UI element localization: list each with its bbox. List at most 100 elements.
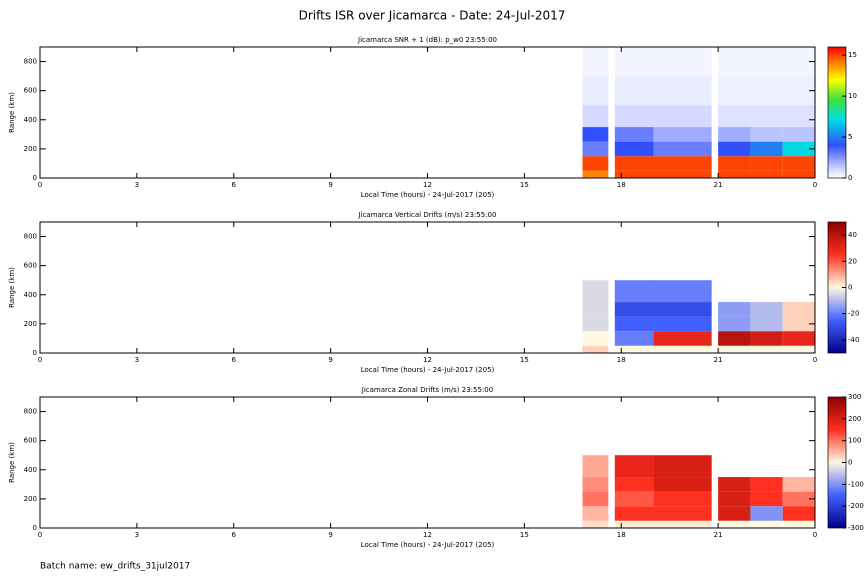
- heatmap-cell: [782, 156, 815, 171]
- figure-title: Drifts ISR over Jicamarca - Date: 24-Jul…: [299, 9, 566, 23]
- x-tick-label: 0: [38, 356, 42, 364]
- x-axis-label: Local Time (hours) - 24-Jul-2017 (205): [361, 541, 495, 549]
- x-tick-label: 15: [520, 531, 529, 539]
- y-tick-label: 400: [24, 116, 37, 124]
- heatmap-cell: [750, 506, 783, 521]
- x-tick-label: 9: [328, 181, 332, 189]
- heatmap-cell: [653, 127, 712, 142]
- heatmap-cell: [653, 331, 712, 346]
- heatmap-cell: [582, 280, 609, 303]
- x-tick-label: 21: [714, 181, 723, 189]
- x-tick-label: 0: [813, 531, 817, 539]
- heatmap-cell: [750, 105, 783, 128]
- heatmap-cell: [582, 302, 609, 317]
- panel-title: Jicamarca SNR + 1 (dB): p_w0 23:55:00: [357, 36, 497, 44]
- heatmap-cell: [653, 345, 712, 353]
- heatmap-cell: [614, 280, 654, 303]
- heatmap-cell: [750, 316, 783, 332]
- heatmap-cell: [718, 47, 751, 77]
- x-tick-label: 9: [328, 531, 332, 539]
- x-axis-label: Local Time (hours) - 24-Jul-2017 (205): [361, 191, 495, 199]
- x-tick-label: 0: [813, 356, 817, 364]
- heatmap-cell: [653, 477, 712, 492]
- y-tick-label: 200: [24, 320, 37, 328]
- y-tick-label: 800: [24, 58, 37, 66]
- heatmap-cell: [782, 316, 815, 332]
- heatmap-cell: [653, 105, 712, 128]
- heatmap-cell: [614, 455, 654, 478]
- heatmap-cell: [750, 76, 783, 106]
- colorbar-tick-label: 40: [848, 231, 857, 239]
- heatmap-cell: [718, 520, 751, 528]
- y-tick-label: 400: [24, 291, 37, 299]
- x-tick-label: 18: [617, 356, 626, 364]
- colorbar-tick-label: 0: [848, 174, 852, 182]
- x-tick-label: 6: [232, 531, 237, 539]
- heatmap-cell: [582, 477, 609, 492]
- heatmap-cell: [614, 302, 654, 317]
- heatmap-cell: [782, 302, 815, 317]
- heatmap-cell: [718, 331, 751, 346]
- colorbar-tick-label: -20: [848, 310, 859, 318]
- heatmap-cell: [614, 345, 654, 353]
- heatmap-cell: [582, 105, 609, 128]
- x-tick-label: 12: [423, 531, 432, 539]
- x-tick-label: 0: [38, 181, 42, 189]
- heatmap-cell: [582, 331, 609, 346]
- heatmap-cell: [782, 105, 815, 128]
- x-tick-label: 21: [714, 531, 723, 539]
- x-tick-label: 18: [617, 181, 626, 189]
- heatmap-cell: [750, 156, 783, 171]
- panel-title: Jicamarca Zonal Drifts (m/s) 23:55:00: [361, 386, 493, 394]
- y-tick-label: 0: [33, 174, 37, 182]
- heatmap-cell: [653, 491, 712, 507]
- heatmap-cell: [718, 156, 751, 171]
- heatmap-cell: [582, 127, 609, 142]
- heatmap-cell: [614, 156, 654, 171]
- y-tick-label: 600: [24, 262, 37, 270]
- heatmap-cell: [750, 477, 783, 492]
- heatmap-cell: [653, 76, 712, 106]
- heatmap-cell: [582, 156, 609, 171]
- heatmap-cell: [582, 506, 609, 521]
- heatmap-cell: [653, 156, 712, 171]
- heatmap-cell: [750, 47, 783, 77]
- x-tick-label: 21: [714, 356, 723, 364]
- heatmap-cell: [718, 170, 751, 178]
- heatmap-cell: [782, 127, 815, 142]
- y-axis-label: Range (km): [8, 92, 16, 133]
- heatmap-cell: [614, 506, 654, 521]
- heatmap-cell: [718, 316, 751, 332]
- colorbar: [827, 46, 847, 179]
- heatmap-cell: [718, 302, 751, 317]
- heatmap-cell: [582, 455, 609, 478]
- colorbar-tick-label: -200: [848, 502, 864, 510]
- heatmap-cell: [782, 141, 815, 157]
- x-tick-label: 0: [813, 181, 817, 189]
- x-tick-label: 3: [135, 356, 139, 364]
- heatmap-cell: [614, 331, 654, 346]
- heatmap-cell: [614, 105, 654, 128]
- y-tick-label: 200: [24, 145, 37, 153]
- heatmap-cell: [718, 477, 751, 492]
- colorbar-tick-label: 15: [848, 51, 857, 59]
- heatmap-cell: [614, 520, 654, 528]
- heatmap-cell: [718, 141, 751, 157]
- heatmap-cell: [653, 520, 712, 528]
- colorbar-tick-label: 20: [848, 257, 857, 265]
- heatmap-cell: [653, 455, 712, 478]
- colorbar-tick-label: 300: [848, 393, 861, 401]
- heatmap-cell: [614, 76, 654, 106]
- heatmap-cell: [750, 491, 783, 507]
- heatmap-cell: [614, 316, 654, 332]
- heatmap-cell: [718, 76, 751, 106]
- y-axis-label: Range (km): [8, 267, 16, 308]
- heatmap-cell: [653, 47, 712, 77]
- heatmap-cell: [782, 331, 815, 346]
- heatmap-cell: [782, 345, 815, 353]
- heatmap-cell: [582, 47, 609, 77]
- heatmap-cell: [653, 316, 712, 332]
- heatmap-cell: [782, 170, 815, 178]
- y-tick-label: 200: [24, 495, 37, 503]
- colorbar-tick-label: 10: [848, 92, 857, 100]
